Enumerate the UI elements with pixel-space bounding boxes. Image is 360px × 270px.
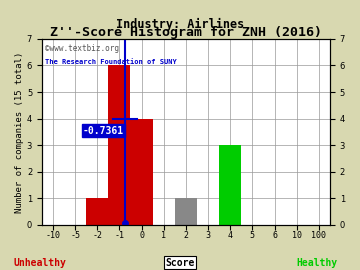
Bar	[86, 198, 108, 225]
Text: -0.7361: -0.7361	[83, 126, 124, 136]
Text: Healthy: Healthy	[296, 258, 337, 268]
Text: The Research Foundation of SUNY: The Research Foundation of SUNY	[45, 59, 176, 65]
Text: ©www.textbiz.org: ©www.textbiz.org	[45, 45, 119, 53]
Title: Z''-Score Histogram for ZNH (2016): Z''-Score Histogram for ZNH (2016)	[50, 26, 322, 39]
Bar	[130, 119, 153, 225]
Bar	[108, 65, 130, 225]
Text: Unhealthy: Unhealthy	[13, 258, 66, 268]
Y-axis label: Number of companies (15 total): Number of companies (15 total)	[15, 51, 24, 212]
Bar	[219, 145, 241, 225]
Text: Industry: Airlines: Industry: Airlines	[116, 18, 244, 31]
Bar	[175, 198, 197, 225]
Text: Score: Score	[165, 258, 195, 268]
